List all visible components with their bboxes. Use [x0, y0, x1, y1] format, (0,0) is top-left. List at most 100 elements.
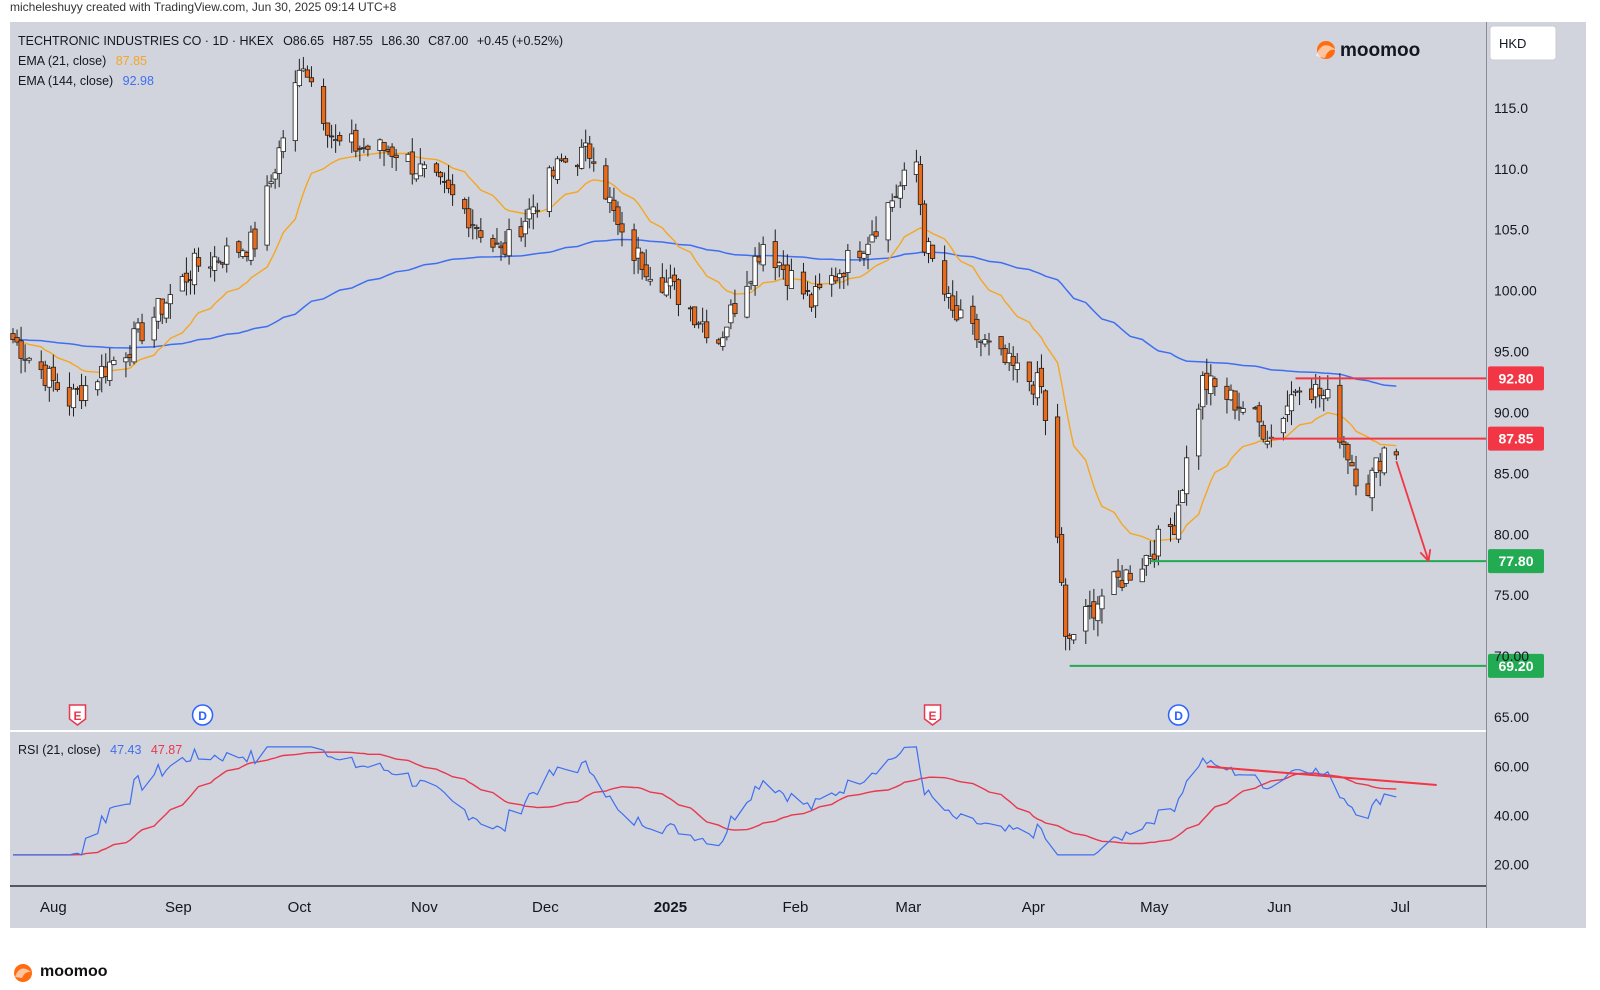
candle-body: [478, 230, 484, 238]
candle-body: [353, 129, 359, 152]
candle-body: [671, 274, 678, 282]
ema-144-path: [13, 238, 1397, 387]
candle-body: [970, 305, 976, 324]
candle-body: [760, 244, 766, 266]
candle-body: [131, 328, 137, 363]
level-price-tag: [1488, 426, 1544, 451]
footer-brand-text: moomoo: [40, 963, 108, 980]
candle-body: [1240, 408, 1246, 413]
candle-body: [675, 279, 682, 305]
candle-body: [272, 172, 278, 180]
candle-body: [393, 154, 399, 159]
candle-body: [1349, 462, 1355, 467]
candle-body: [643, 264, 649, 278]
candle-body: [1232, 390, 1238, 411]
price-tick-label: 65.00: [1494, 709, 1529, 725]
time-tick-label: Mar: [895, 899, 921, 916]
candle-body: [179, 276, 185, 292]
candle-body: [562, 158, 569, 163]
time-tick-label: Oct: [288, 899, 312, 916]
candle-body: [917, 164, 924, 205]
event-marker-label: E: [74, 709, 82, 723]
svg-text:RSI (21, close) 47.43: RSI (21, close) 47.43 47.87: [18, 743, 182, 757]
candle-body: [437, 172, 444, 178]
time-tick-label: Apr: [1022, 899, 1045, 916]
rsi-path: [13, 746, 1397, 856]
time-tick-label: 2025: [654, 899, 687, 916]
level-price-label: 87.85: [1498, 431, 1533, 447]
event-marker-label: D: [1174, 709, 1183, 723]
candle-body: [615, 206, 621, 225]
time-tick-label: Jul: [1391, 899, 1410, 916]
candle-body: [1155, 528, 1161, 557]
svg-text:TECHTRONIC INDUSTRIES CO · 1D: TECHTRONIC INDUSTRIES CO · 1D · HKEX O86…: [18, 34, 563, 48]
candle-body: [667, 277, 673, 287]
price-tick-label: 100.00: [1494, 283, 1537, 299]
candle-body: [474, 226, 480, 230]
candle-body: [1393, 451, 1399, 456]
candle-body: [163, 302, 169, 319]
dividend-marker[interactable]: [191, 704, 214, 726]
candle-body: [1063, 584, 1069, 637]
candle-body: [611, 199, 617, 211]
candle-body: [151, 316, 157, 341]
rsi-value-1: 47.43: [110, 743, 141, 757]
chart-legend: TECHTRONIC INDUSTRIES CO · 1D · HKEX O86…: [18, 34, 563, 88]
candle-body: [1179, 490, 1186, 503]
candle-body: [212, 256, 218, 271]
candle-body: [324, 122, 331, 136]
candle-body: [183, 272, 190, 283]
candle-body: [1143, 555, 1149, 566]
candle-body: [663, 281, 669, 296]
candle-body: [619, 223, 625, 233]
dividend-marker[interactable]: [1167, 704, 1190, 726]
candle-body: [462, 199, 468, 210]
candle-body: [296, 69, 302, 87]
earnings-marker[interactable]: [923, 704, 942, 726]
time-tick-label: Sep: [165, 899, 192, 916]
candlestick-series: [10, 56, 1399, 651]
price-axis-background: [1486, 22, 1586, 928]
candle-body: [804, 290, 811, 292]
candle-body: [50, 366, 56, 381]
rsi-legend: RSI (21, close) 47.43 47.87: [18, 743, 182, 757]
candle-body: [885, 202, 891, 241]
price-tick-label: 110.0: [1494, 161, 1528, 177]
candle-body: [470, 224, 476, 227]
candle-body: [1317, 387, 1323, 396]
candle-body: [647, 278, 653, 282]
candle-body: [861, 253, 867, 259]
candle-body: [308, 77, 315, 83]
legend-ema144-label: EMA (144, close): [18, 74, 113, 88]
candle-body: [691, 306, 698, 326]
candle-body: [1264, 441, 1270, 445]
moomoo-logo-horn: [1316, 45, 1336, 58]
candle-body: [14, 336, 20, 343]
candle-body: [252, 228, 258, 250]
candle-body: [365, 145, 371, 150]
footer-brand: moomoo: [12, 962, 108, 982]
candle-body: [800, 271, 807, 295]
candle-body: [1260, 424, 1266, 440]
candle-body: [494, 242, 500, 245]
candle-body: [264, 185, 270, 246]
currency-label: HKD: [1499, 36, 1526, 51]
candle-body: [409, 151, 415, 175]
projection-arrow: [1395, 460, 1432, 562]
candle-body: [554, 158, 561, 180]
candle-body: [950, 295, 956, 311]
currency-box[interactable]: HKD: [1489, 25, 1557, 61]
projection-arrow-shaft: [1395, 460, 1430, 562]
price-tick-label: 85.00: [1494, 465, 1529, 481]
candle-body: [107, 361, 113, 381]
candle-body: [1099, 595, 1105, 610]
rsi-axis: 60.00 40.00 20.00: [1494, 759, 1529, 873]
candle-body: [579, 146, 585, 169]
candle-body: [591, 161, 597, 164]
candle-body: [1325, 389, 1331, 399]
earnings-marker[interactable]: [68, 704, 87, 726]
rsi-tick-label: 60.00: [1494, 759, 1529, 775]
candle-body: [1288, 394, 1295, 412]
